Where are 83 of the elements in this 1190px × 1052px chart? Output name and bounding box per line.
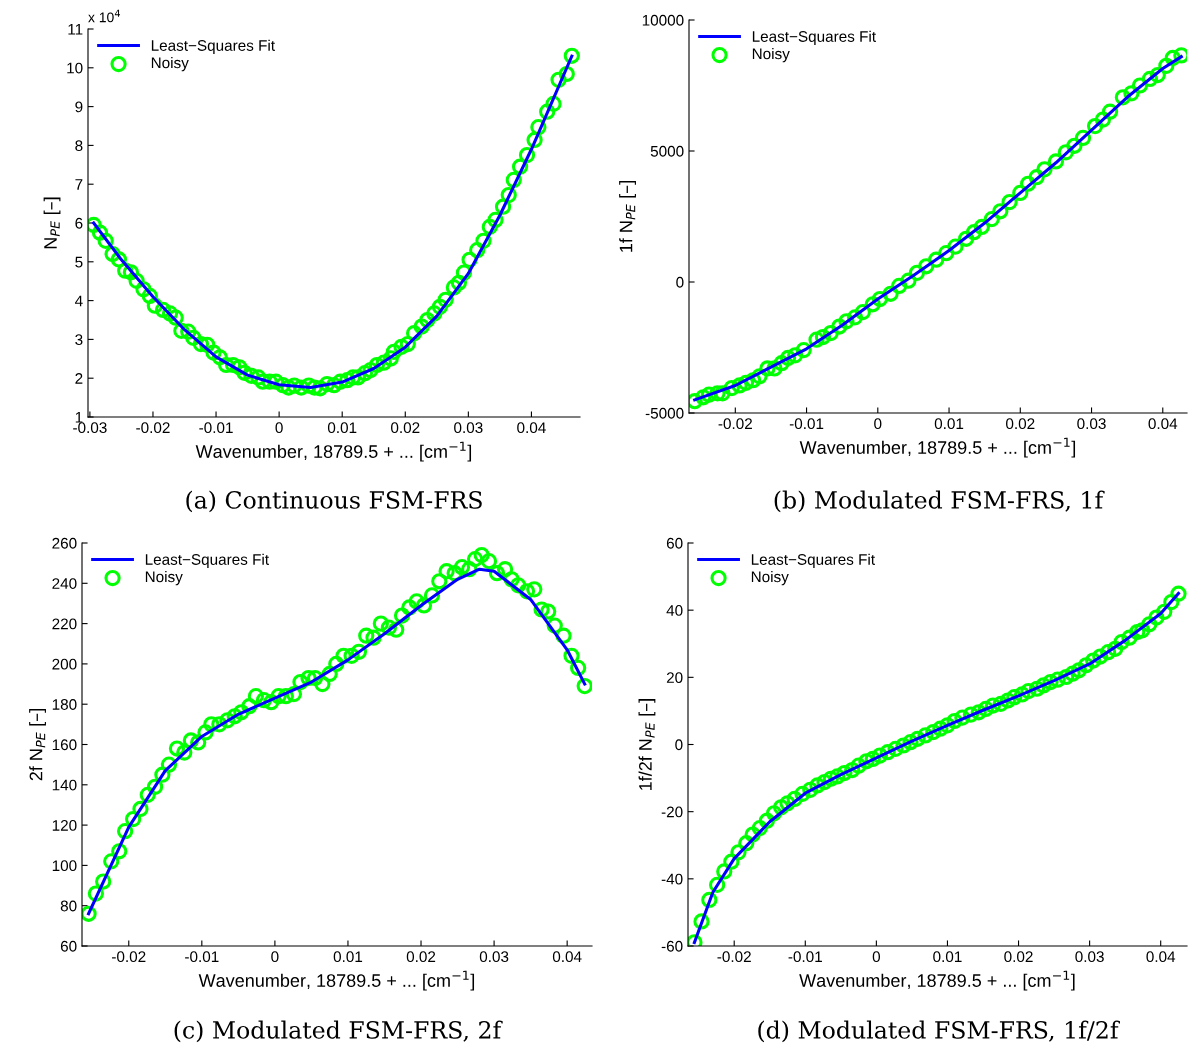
legend-label: Noisy [751, 570, 789, 586]
x-tick-label: 0 [874, 418, 882, 430]
y-tick-label: 20 [666, 672, 683, 684]
x-tick-label: 0.02 [1004, 951, 1033, 963]
legend-label: Least−Squares Fit [145, 553, 269, 568]
text: (a) Continuous FSM-FRS [186, 490, 482, 513]
y-tick-label: 10000 [642, 14, 684, 26]
x-tick-label: 0.04 [517, 422, 546, 434]
y-tick-label: 5 [75, 256, 83, 268]
x-axis-title: Wavenumber, 18789.5 + ... [cm$^{−1}$] [195, 441, 472, 462]
y-tick-label: 40 [666, 605, 683, 616]
x-axis-title: Wavenumber, 18789.5 + ... [cm$^{−1}$] [799, 970, 1075, 991]
x-tick-label: 0 [872, 951, 881, 963]
y-tick-label: 1 [75, 412, 83, 423]
y-tick-label: 9 [75, 101, 83, 113]
x-tick-label: 0.02 [1006, 418, 1035, 430]
y-tick-label: -60 [661, 940, 683, 952]
x-tick-label: 0.04 [1146, 951, 1176, 963]
y-tick-label: 100 [52, 860, 77, 872]
x-tick-label: 0 [271, 951, 279, 963]
x-tick-label: 0 [275, 422, 283, 434]
y-tick-label: 3 [75, 334, 83, 346]
x-axis-title: Wavenumber, 18789.5 + ... [cm$^{−1}$] [799, 437, 1076, 458]
y-tick-label: -20 [661, 806, 683, 818]
y-tick-label: 0 [676, 276, 684, 288]
y-axis-title: 2f N$_{PE}$ [–] [29, 709, 46, 781]
y-tick-label: 8 [75, 140, 83, 152]
legend-label: Noisy [151, 56, 189, 72]
y-tick-label: 7 [75, 179, 83, 190]
y-tick-label: 6 [75, 217, 83, 229]
y-tick-label: 60 [60, 940, 77, 952]
legend-label: Noisy [145, 570, 183, 586]
y-tick-label: 5000 [650, 145, 684, 157]
text: (c) Modulated FSM-FRS, 2f [174, 1020, 503, 1043]
x-tick-label: 0.01 [934, 418, 964, 430]
x-tick-label: 0.01 [933, 951, 962, 963]
x-tick-label: -0.02 [717, 951, 751, 963]
y-tick-label: -40 [661, 873, 683, 885]
text: x 10$^{4}$ [88, 9, 121, 23]
y-tick-label: 160 [52, 739, 77, 751]
y-tick-label: 2 [75, 373, 83, 384]
x-tick-label: 0.03 [1075, 951, 1104, 963]
x-tick-label: 0.03 [1077, 418, 1106, 430]
y-tick-label: 140 [52, 779, 77, 791]
y-tick-label: 10 [67, 62, 83, 74]
x-tick-label: -0.01 [789, 418, 824, 430]
legend-label: Least−Squares Fit [752, 30, 876, 45]
y-tick-label: -5000 [645, 407, 684, 419]
legend-label: Least−Squares Fit [151, 39, 275, 54]
x-tick-label: 0.04 [1148, 418, 1178, 430]
x-tick-label: 0.03 [479, 951, 509, 963]
legend-label: Noisy [752, 47, 790, 63]
x-tick-label: 0.03 [454, 422, 483, 434]
x-tick-label: 0.01 [327, 422, 357, 434]
x-tick-label: -0.02 [112, 951, 146, 963]
y-tick-label: 11 [68, 24, 83, 35]
x-tick-label: -0.02 [136, 422, 170, 434]
y-axis-title: 1f/2f N$_{PE}$ [–] [638, 699, 656, 790]
x-tick-label: -0.01 [788, 951, 822, 963]
text: (b) Modulated FSM-FRS, 1f [774, 490, 1105, 513]
y-tick-label: 0 [675, 739, 683, 751]
y-tick-label: 60 [666, 537, 683, 549]
y-tick-label: 180 [52, 699, 77, 710]
y-tick-label: 260 [52, 537, 77, 549]
legend-label: Least−Squares Fit [751, 553, 875, 568]
y-tick-label: 120 [52, 819, 77, 831]
x-tick-label: -0.01 [185, 951, 219, 963]
x-tick-label: -0.03 [73, 422, 107, 434]
text: (d) Modulated FSM-FRS, 1f/2f [758, 1020, 1120, 1043]
y-tick-label: 4 [74, 295, 83, 307]
x-tick-label: -0.01 [199, 422, 233, 434]
y-axis-title: N$_{PE}$ [–] [43, 197, 61, 249]
y-axis-title: 1f N$_{PE}$ [–] [619, 181, 636, 252]
x-tick-label: 0.04 [552, 951, 582, 963]
y-tick-label: 80 [60, 900, 77, 912]
y-tick-label: 200 [52, 658, 77, 670]
y-tick-label: 240 [52, 578, 77, 589]
x-axis-title: Wavenumber, 18789.5 + ... [cm$^{−1}$] [198, 970, 475, 991]
x-tick-label: -0.02 [718, 418, 752, 430]
x-tick-label: 0.02 [406, 951, 436, 963]
x-tick-label: 0.01 [333, 951, 363, 963]
y-tick-label: 220 [52, 618, 77, 630]
x-tick-label: 0.02 [391, 422, 420, 434]
